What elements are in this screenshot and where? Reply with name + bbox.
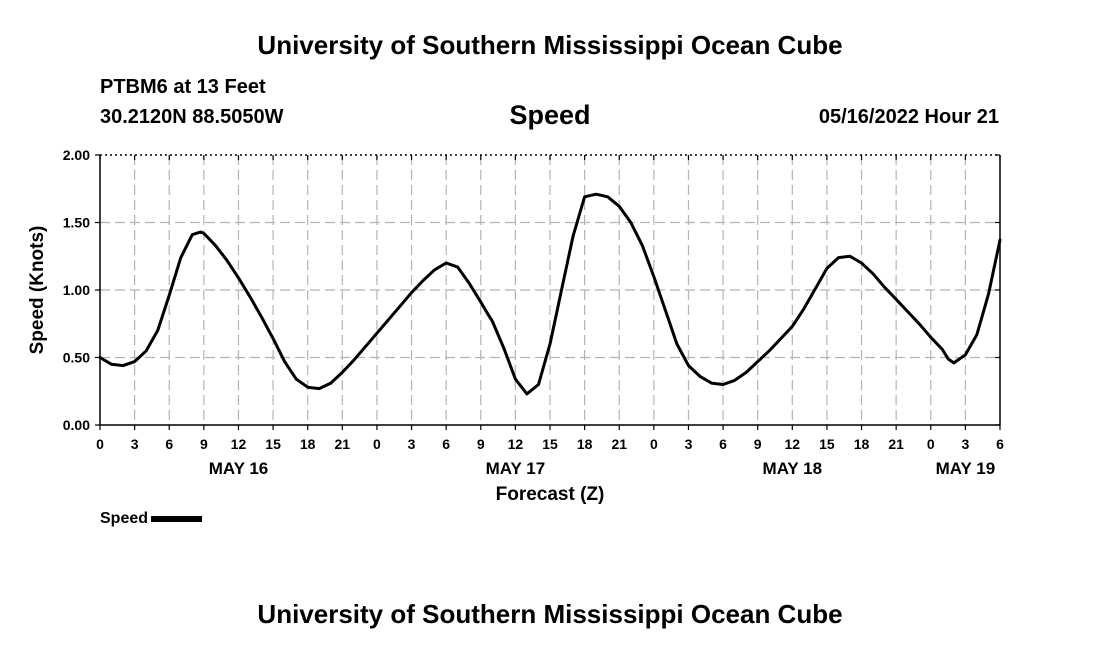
x-tick-label: 21 [888, 436, 904, 452]
x-tick-label: 3 [685, 436, 693, 452]
y-tick-label: 1.00 [63, 282, 90, 298]
y-tick-label: 1.50 [63, 215, 90, 231]
x-tick-label: 6 [719, 436, 727, 452]
x-tick-label: 3 [131, 436, 139, 452]
station-coordinates: 30.2120N 88.5050W [100, 106, 284, 128]
forecast-datetime: 05/16/2022 Hour 21 [818, 106, 999, 128]
x-tick-label: 15 [265, 436, 281, 452]
x-tick-label: 9 [754, 436, 762, 452]
x-tick-label: 0 [927, 436, 935, 452]
x-tick-label: 9 [477, 436, 485, 452]
x-tick-label: 6 [165, 436, 173, 452]
y-tick-label: 0.50 [63, 350, 90, 366]
footer-title: University of Southern Mississippi Ocean… [257, 599, 843, 629]
x-tick-label: 15 [542, 436, 558, 452]
date-label: MAY 17 [486, 459, 546, 478]
x-tick-label: 0 [650, 436, 658, 452]
y-tick-label: 0.00 [63, 417, 90, 433]
x-tick-label: 18 [854, 436, 870, 452]
grid-lines [100, 155, 1000, 425]
x-tick-label: 6 [442, 436, 450, 452]
x-tick-label: 21 [611, 436, 627, 452]
legend-label: Speed [100, 510, 149, 527]
speed-series-line [98, 192, 1002, 396]
date-label: MAY 19 [936, 459, 996, 478]
x-tick-label: 12 [231, 436, 247, 452]
x-tick-label: 18 [300, 436, 316, 452]
x-tick-label: 12 [508, 436, 524, 452]
series-layer [98, 192, 1002, 396]
page-title: University of Southern Mississippi Ocean… [257, 30, 843, 60]
date-label: MAY 16 [209, 459, 269, 478]
x-tick-label: 0 [96, 436, 104, 452]
x-tick-label: 3 [408, 436, 416, 452]
x-tick-label: 15 [819, 436, 835, 452]
x-axis-label: Forecast (Z) [496, 484, 605, 505]
x-tick-label: 21 [335, 436, 351, 452]
x-tick-label: 12 [785, 436, 801, 452]
x-tick-label: 0 [373, 436, 381, 452]
x-tick-label: 9 [200, 436, 208, 452]
legend-swatch [151, 516, 203, 522]
y-axis-label: Speed (Knots) [27, 226, 48, 355]
x-tick-label: 18 [577, 436, 593, 452]
tick-labels: 0 3 6 9 12 15 18 21 0 3 6 9 12 15 18 21 0 3 6 9 12 15 18 21 0 3 6 0… [27, 147, 1004, 505]
axes [95, 154, 1001, 430]
x-tick-label: 6 [996, 436, 1004, 452]
legend: Speed [100, 510, 203, 528]
date-label: MAY 18 [763, 459, 823, 478]
x-tick-label: 3 [961, 436, 969, 452]
station-name: PTBM6 at 13 Feet [100, 76, 266, 98]
y-tick-label: 2.00 [63, 147, 90, 163]
chart-title: Speed [509, 100, 591, 130]
